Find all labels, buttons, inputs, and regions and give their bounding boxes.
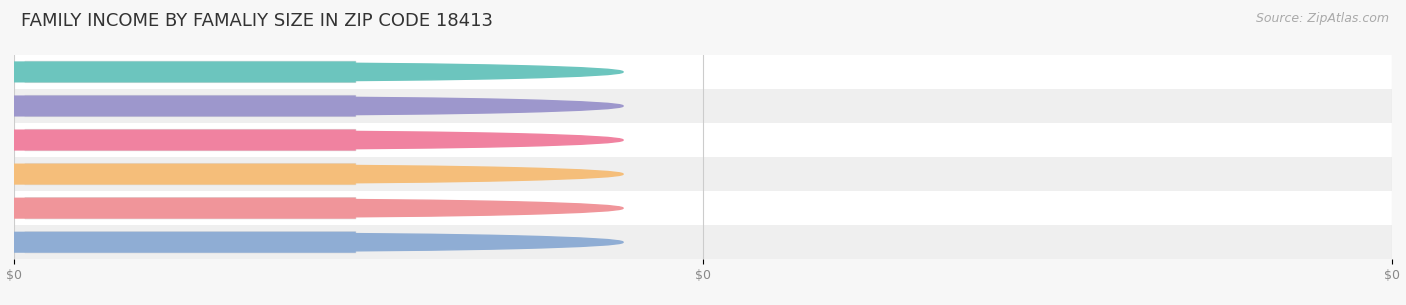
Circle shape bbox=[0, 131, 623, 149]
FancyBboxPatch shape bbox=[0, 130, 356, 151]
Text: 3-Person Families: 3-Person Families bbox=[332, 101, 429, 111]
Text: $0: $0 bbox=[110, 168, 127, 181]
Circle shape bbox=[0, 165, 623, 183]
Text: $0: $0 bbox=[110, 202, 127, 215]
Text: 6-Person Families: 6-Person Families bbox=[332, 203, 429, 213]
FancyBboxPatch shape bbox=[25, 95, 356, 117]
FancyBboxPatch shape bbox=[0, 232, 356, 253]
FancyBboxPatch shape bbox=[25, 232, 356, 253]
Circle shape bbox=[0, 63, 623, 81]
FancyBboxPatch shape bbox=[25, 163, 356, 185]
Bar bbox=[14, 225, 1392, 259]
Circle shape bbox=[0, 233, 623, 251]
Bar bbox=[14, 157, 1392, 191]
FancyBboxPatch shape bbox=[0, 198, 356, 219]
FancyBboxPatch shape bbox=[0, 163, 356, 185]
Text: $0: $0 bbox=[110, 134, 127, 146]
Bar bbox=[14, 123, 1392, 157]
Bar bbox=[14, 55, 1392, 89]
Text: 2-Person Families: 2-Person Families bbox=[332, 67, 429, 77]
Text: $0: $0 bbox=[110, 99, 127, 113]
Text: 4-Person Families: 4-Person Families bbox=[332, 135, 429, 145]
FancyBboxPatch shape bbox=[0, 95, 356, 117]
FancyBboxPatch shape bbox=[0, 61, 356, 82]
Text: $0: $0 bbox=[110, 236, 127, 249]
FancyBboxPatch shape bbox=[25, 61, 356, 82]
Bar bbox=[14, 89, 1392, 123]
Text: 7+ Person Families: 7+ Person Families bbox=[326, 237, 433, 247]
Text: Source: ZipAtlas.com: Source: ZipAtlas.com bbox=[1256, 12, 1389, 25]
Circle shape bbox=[0, 97, 623, 115]
Circle shape bbox=[0, 199, 623, 217]
Text: 5-Person Families: 5-Person Families bbox=[332, 169, 429, 179]
Text: $0: $0 bbox=[110, 66, 127, 78]
Bar bbox=[14, 191, 1392, 225]
Text: FAMILY INCOME BY FAMALIY SIZE IN ZIP CODE 18413: FAMILY INCOME BY FAMALIY SIZE IN ZIP COD… bbox=[21, 12, 494, 30]
FancyBboxPatch shape bbox=[25, 130, 356, 151]
FancyBboxPatch shape bbox=[25, 198, 356, 219]
